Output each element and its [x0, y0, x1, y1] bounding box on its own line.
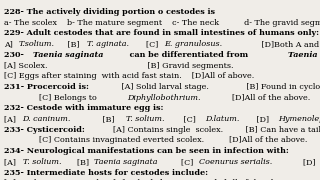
Text: 231- Procercoid is:: 231- Procercoid is: — [4, 83, 89, 91]
Text: T. solium.: T. solium. — [22, 158, 61, 166]
Text: 232- Cestode with immature egg is:: 232- Cestode with immature egg is: — [4, 104, 163, 112]
Text: [C]: [C] — [176, 115, 198, 123]
Text: [D]Both A and B.: [D]Both A and B. — [239, 40, 320, 48]
Text: D. caninum.: D. caninum. — [22, 115, 71, 123]
Text: [C]: [C] — [141, 40, 159, 48]
Text: [B]: [B] — [65, 40, 82, 48]
Text: Taenia saginata: Taenia saginata — [94, 158, 158, 166]
Text: a- The scolex    b- The mature segment    c- The neck          d- The gravid seg: a- The scolex b- The mature segment c- T… — [4, 19, 320, 27]
Text: [C]: [C] — [176, 158, 194, 166]
Text: Taenia solium: Taenia solium — [288, 51, 320, 59]
Text: [A] Scolex.                                        [B] Gravid segments.: [A] Scolex. [B] Gravid segments. — [4, 62, 233, 69]
Text: 234- Neurological manifestations can be seen in infection with:: 234- Neurological manifestations can be … — [4, 147, 289, 155]
Text: [A] Contains single  scolex.         [B] Can have a tail.: [A] Contains single scolex. [B] Can have… — [108, 126, 320, 134]
Text: Hymenolepis nana.: Hymenolepis nana. — [278, 115, 320, 123]
Text: [C] Belongs to: [C] Belongs to — [4, 94, 99, 102]
Text: [D]: [D] — [249, 115, 272, 123]
Text: 230-: 230- — [4, 51, 27, 59]
Text: [B]: [B] — [72, 158, 89, 166]
Text: [B]: [B] — [85, 115, 117, 123]
Text: [D]: [D] — [293, 158, 316, 166]
Text: [A] Herbivorous animals.   [B]Fish.  [C]Insects.        [D]All of the above.: [A] Herbivorous animals. [B]Fish. [C]Ins… — [4, 178, 292, 180]
Text: 235- Intermediate hosts for cestodes include:: 235- Intermediate hosts for cestodes inc… — [4, 169, 208, 177]
Text: [C] Eggs after staining  with acid fast stain.    [D]All of above.: [C] Eggs after staining with acid fast s… — [4, 72, 254, 80]
Text: 233- Cysticercoid:: 233- Cysticercoid: — [4, 126, 85, 134]
Text: E. granulosus.: E. granulosus. — [164, 40, 222, 48]
Text: Diphyllobothrium.: Diphyllobothrium. — [127, 94, 200, 102]
Text: D.latum.: D.latum. — [205, 115, 239, 123]
Text: T.solium.: T.solium. — [19, 40, 54, 48]
Text: [D]All of the above.: [D]All of the above. — [221, 94, 310, 102]
Text: can be differentiated from: can be differentiated from — [124, 51, 251, 59]
Text: [A] Solid larval stage.               [B] Found in cyclops.: [A] Solid larval stage. [B] Found in cyc… — [114, 83, 320, 91]
Text: 228- The actively dividing portion o cestodes is: 228- The actively dividing portion o ces… — [4, 8, 215, 16]
Text: A]: A] — [4, 40, 15, 48]
Text: Coenurus serialis.: Coenurus serialis. — [199, 158, 272, 166]
Text: Taenia saginata: Taenia saginata — [33, 51, 103, 59]
Text: [C] Contains invaginated everted scolex.          [D]All of the above.: [C] Contains invaginated everted scolex.… — [4, 136, 307, 144]
Text: [A]: [A] — [4, 158, 18, 166]
Text: T. solium.: T. solium. — [126, 115, 165, 123]
Text: T. aginata.: T. aginata. — [87, 40, 129, 48]
Text: 229- Adult cestodes that are found in small intestines of humans only:: 229- Adult cestodes that are found in sm… — [4, 29, 319, 37]
Text: [A]: [A] — [4, 115, 18, 123]
